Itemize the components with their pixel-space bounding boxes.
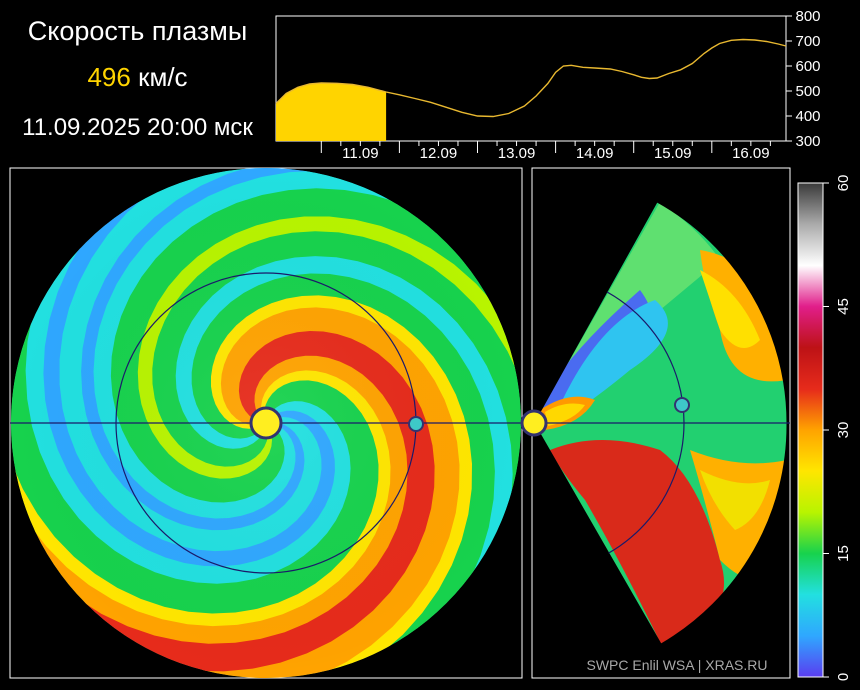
x-tick-label: 14.09	[576, 145, 614, 162]
timeseries-frame	[275, 15, 787, 142]
y-tick-label: 600	[795, 58, 820, 75]
meridional-yellow-upper	[700, 270, 760, 348]
x-tick-label: 16.09	[732, 145, 770, 162]
density-colorbar: 0 15 30 45 60	[797, 175, 852, 681]
current-speed-readout: 496 км/с	[0, 62, 275, 93]
earth-marker	[408, 416, 424, 432]
y-tick-label: 500	[795, 83, 820, 100]
colorbar-tick-label: 0	[835, 673, 852, 681]
colorbar-tick-label: 15	[835, 545, 852, 562]
credit-text: SWPC Enlil WSA | XRAS.RU	[586, 657, 767, 673]
speed-area-observed	[276, 83, 387, 141]
x-tick-label: 11.09	[342, 145, 378, 162]
x-axis-ticks: 11.09 12.09 13.09 14.09 15.09 16.09	[320, 141, 771, 162]
colorbar-tick-label: 30	[835, 422, 852, 439]
meridional-earth-marker	[674, 397, 690, 413]
y-axis-ticks: 300 400 500 600 700 800	[786, 8, 821, 150]
x-tick-label: 15.09	[654, 145, 692, 162]
meridional-red-region	[550, 440, 725, 644]
colorbar-tick-label: 60	[835, 175, 852, 192]
ecliptic-plane-panel	[9, 167, 523, 679]
current-speed-value: 496	[87, 62, 131, 92]
x-tick-label: 12.09	[420, 145, 458, 162]
y-tick-label: 300	[795, 133, 820, 150]
meridional-cyan-region	[560, 300, 668, 415]
colorbar-ticks: 0 15 30 45 60	[823, 175, 852, 681]
y-tick-label: 400	[795, 108, 820, 125]
colorbar-tick-label: 45	[835, 298, 852, 315]
y-tick-label: 800	[795, 8, 820, 25]
meridional-cme-yellow	[545, 403, 585, 426]
chart-title: Скорость плазмы	[27, 16, 248, 46]
meridional-yellow-lower	[700, 470, 770, 530]
colorbar-gradient	[797, 182, 824, 678]
y-tick-label: 700	[795, 33, 820, 50]
current-speed-unit: км/с	[138, 62, 188, 92]
sun-marker	[249, 406, 283, 440]
meridional-sun-marker	[520, 409, 548, 437]
x-tick-label: 13.09	[498, 145, 536, 162]
timestamp: 11.09.2025 20:00 мск	[22, 114, 253, 141]
speed-line-forecast	[275, 38, 787, 118]
